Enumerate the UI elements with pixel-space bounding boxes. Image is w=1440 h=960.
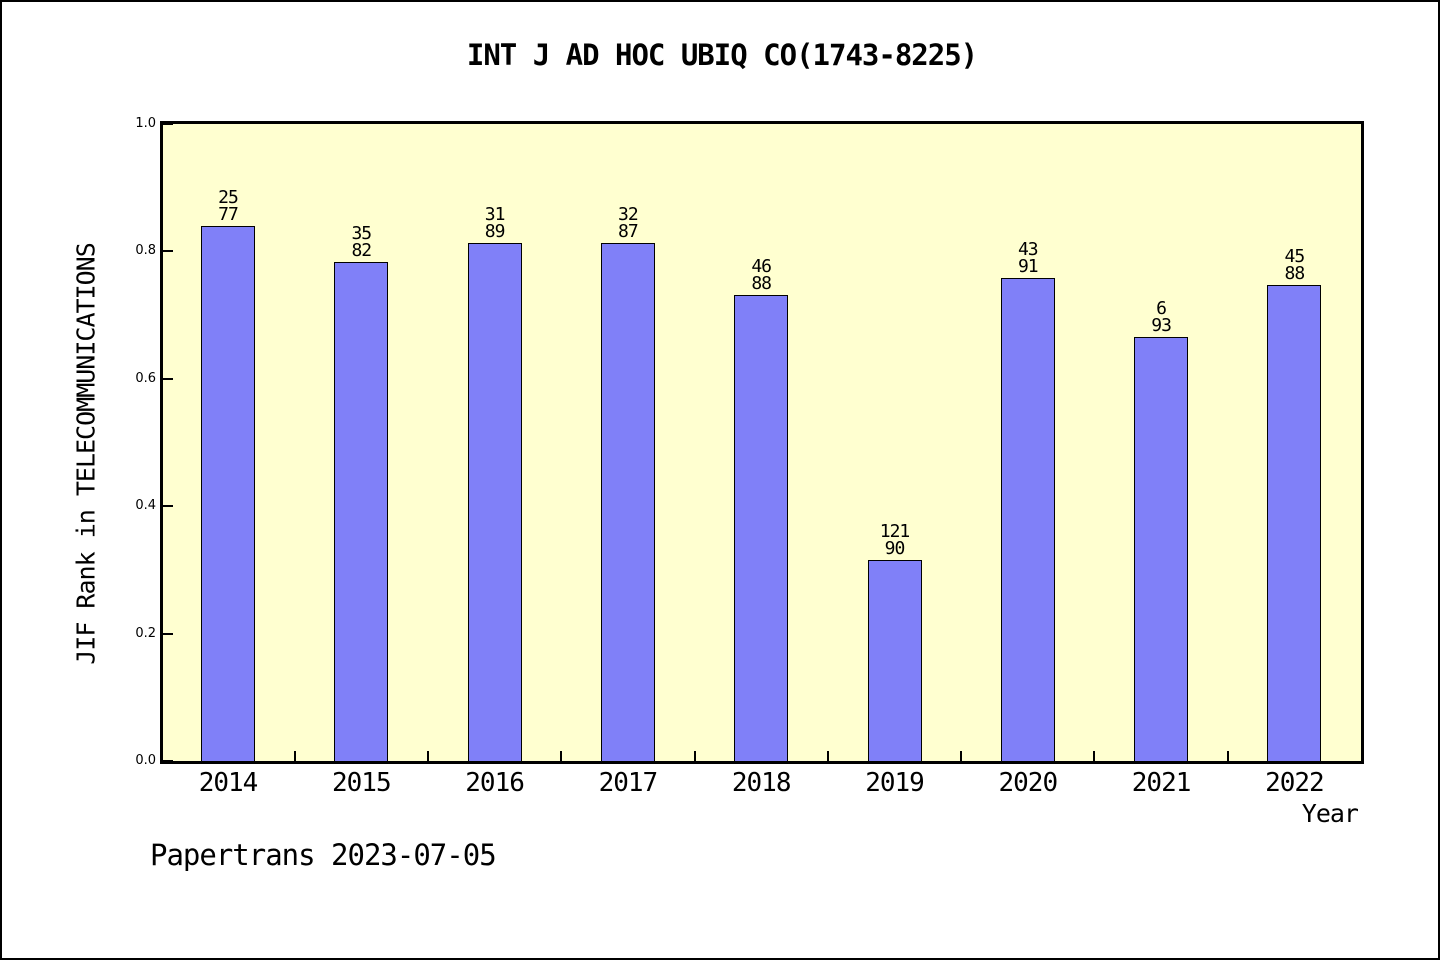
bar-value-label: 46 88: [701, 256, 821, 295]
y-tick-label: 0.0: [135, 753, 156, 768]
bar-2017: [600, 243, 655, 761]
x-minor-tick: [826, 751, 829, 761]
x-minor-tick: [1093, 751, 1096, 761]
x-tick-label-2015: 2015: [331, 768, 392, 798]
bar-value-label: 31 89: [435, 204, 555, 243]
bar-value-line: 87: [618, 221, 639, 243]
bar-2020: [1000, 277, 1055, 761]
bar-value-line: 89: [484, 221, 506, 243]
bar-value-label: 25 77: [168, 186, 288, 225]
bar-2014: [201, 225, 255, 761]
x-tick-label-2021: 2021: [1131, 768, 1192, 798]
bar-value-line: 31: [484, 204, 506, 226]
bar-value-label: 32 87: [568, 204, 688, 243]
x-tick-label-2019: 2019: [865, 768, 925, 798]
y-tick-mark: [163, 760, 173, 762]
bar-2021: [1134, 336, 1189, 761]
bar-value-line: 121: [879, 520, 911, 542]
bar-value-line: 88: [751, 273, 772, 295]
bar-2016: [467, 243, 522, 761]
y-tick-label: 0.6: [135, 370, 156, 386]
x-minor-tick: [960, 751, 963, 761]
x-tick-label-2020: 2020: [998, 768, 1058, 798]
x-tick-label-2016: 2016: [465, 768, 525, 798]
y-tick-mark: [163, 123, 173, 125]
bar-value-line: 35: [351, 222, 372, 244]
x-minor-tick: [693, 751, 696, 761]
y-tick-label: 0.4: [135, 498, 156, 514]
y-tick-label: 1.0: [135, 116, 156, 131]
chart-title: INT J AD HOC UBIQ CO(1743-8225): [466, 38, 978, 72]
x-minor-tick: [560, 751, 563, 761]
y-tick-label: 0.8: [135, 243, 156, 259]
bar-value-line: 43: [1017, 238, 1039, 260]
bar-value-label: 6 93: [1101, 297, 1221, 336]
y-tick-mark: [163, 250, 173, 253]
x-minor-tick: [1226, 751, 1229, 761]
x-axis-label: Year: [1301, 799, 1359, 828]
bar-value-line: 77: [218, 203, 239, 225]
x-tick-label-2014: 2014: [198, 768, 259, 798]
y-tick-mark: [163, 632, 173, 635]
x-tick-label-2022: 2022: [1265, 768, 1325, 798]
bar-value-label: 121 90: [835, 520, 955, 559]
bar-value-line: 46: [751, 256, 772, 278]
x-tick-label-2017: 2017: [598, 768, 659, 798]
bar-value-label: 43 91: [968, 238, 1088, 277]
bar-2015: [334, 261, 389, 761]
watermark-text: Papertrans 2023-07-05: [150, 838, 497, 872]
plot-area: 0.0 0.2 0.4 0.6 0.8 1.0 25 77 2014 35 82 2015 31 89 20…: [135, 116, 1364, 798]
y-axis-label: JIF Rank in TELECOMMUNICATIONS: [71, 243, 101, 665]
bar-value-line: 25: [218, 186, 239, 208]
bar-value-label: 35 82: [301, 222, 421, 261]
bar-value-line: 45: [1284, 246, 1306, 268]
bar-2022: [1267, 285, 1322, 761]
bar-value-line: 32: [618, 204, 639, 226]
x-minor-tick: [426, 751, 429, 761]
bar-value-line: 6: [1156, 297, 1167, 319]
bar-value-line: 91: [1017, 255, 1039, 277]
bar-value-line: 82: [351, 239, 372, 261]
bar-2018: [734, 295, 789, 761]
bar-value-line: 88: [1284, 263, 1306, 285]
x-minor-tick: [293, 751, 296, 761]
y-tick-mark: [163, 505, 173, 508]
y-tick-mark: [163, 377, 173, 380]
bar-value-label: 45 88: [1234, 246, 1354, 285]
bar-value-line: 93: [1151, 314, 1172, 336]
bar-value-line: 90: [884, 537, 906, 559]
y-tick-label: 0.2: [135, 625, 156, 641]
x-tick-label-2018: 2018: [731, 768, 792, 798]
bar-2019: [867, 559, 922, 761]
